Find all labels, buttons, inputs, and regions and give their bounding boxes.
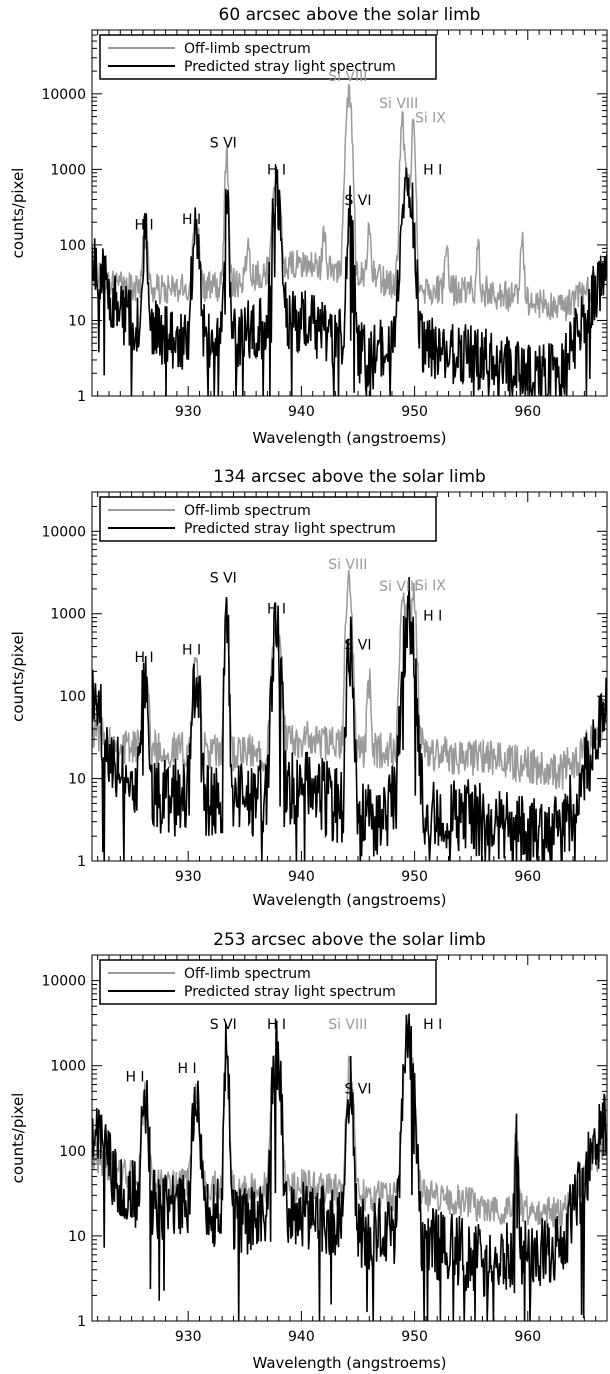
x-tick-label: 950 [401,1329,428,1345]
x-tick-label: 930 [175,404,202,420]
chart-title: 60 arcsec above the solar limb [219,5,481,25]
legend: Off-limb spectrum Predicted stray light s… [99,959,437,1005]
x-axis-label: Wavelength (angstroems) [252,429,446,447]
line-annotation: Si IX [415,578,446,594]
line-annotation: S VI [344,1082,371,1098]
x-tick-label: 950 [401,869,428,885]
chart-panel-2: 134 arcsec above the solar limb 930 940 950… [9,467,608,909]
legend-label: Predicted stray light spectrum [184,521,396,537]
y-tick-label: 1000 [50,607,86,623]
x-tick-label: 960 [514,869,541,885]
y-tick-label: 100 [59,689,86,705]
legend: Off-limb spectrum Predicted stray light s… [99,496,437,542]
legend: Off-limb spectrum Predicted stray light s… [99,34,437,80]
legend-label: Off-limb spectrum [184,503,311,519]
line-annotation: S VI [344,193,371,209]
line-annotation: H I [267,602,286,618]
line-annotation: H I [182,212,201,228]
legend-box [99,34,437,80]
line-annotation: Si VIII [328,1017,367,1033]
line-annotation: Si VIII [328,69,367,85]
y-tick-label: 10 [68,772,86,788]
y-tick-label: 1 [77,389,86,405]
line-annotation: Si VIII [328,557,367,573]
legend-box [99,496,437,542]
y-axis-label: counts/pixel [9,168,27,259]
y-tick-label: 10 [68,313,86,329]
line-annotation: H I [178,1061,197,1077]
x-tick-label: 930 [175,869,202,885]
y-tick-label: 10000 [41,87,86,103]
x-tick-label: 960 [514,1329,541,1345]
x-tick-label: 950 [401,404,428,420]
series-line-off-limb [92,84,607,322]
legend-label: Predicted stray light spectrum [184,59,396,75]
line-annotation: Si VIII [379,96,418,112]
x-axis-label: Wavelength (angstroems) [252,1354,446,1372]
line-annotation: H I [267,1017,286,1033]
x-tick-label: 940 [288,1329,315,1345]
plot-frame [91,29,608,397]
chart-panel-1: 60 arcsec above the solar limb 930 940 950 9… [9,5,608,447]
y-tick-label: 100 [59,1144,86,1160]
x-tick-label: 930 [175,1329,202,1345]
line-annotation: H I [423,1017,442,1033]
legend-label: Off-limb spectrum [184,966,311,982]
line-annotation: H I [125,1070,144,1086]
y-tick-label: 1 [77,854,86,870]
x-tick-label: 940 [288,869,315,885]
line-annotation: S VI [210,570,237,586]
y-tick-label: 10000 [41,974,86,990]
x-tick-label: 960 [514,404,541,420]
line-annotation: H I [423,608,442,624]
line-annotation: S VI [210,1017,237,1033]
line-annotation: H I [135,218,154,234]
legend-box [99,959,437,1005]
line-annotation: S VI [210,135,237,151]
line-annotation: H I [135,650,154,666]
line-annotation: Si VIII [379,579,418,595]
x-tick-label: 940 [288,404,315,420]
series-line-predicted-stray [92,576,607,861]
chart-title: 134 arcsec above the solar limb [213,467,486,487]
series-line-predicted-stray [92,1013,607,1321]
line-annotation: S VI [344,637,371,653]
line-annotation: H I [267,162,286,178]
y-tick-label: 1000 [50,162,86,178]
series-line-off-limb [92,569,607,790]
y-tick-label: 10000 [41,524,86,540]
y-axis-label: counts/pixel [9,1093,27,1184]
y-tick-label: 10 [68,1229,86,1245]
line-annotation: Si IX [415,111,446,127]
y-tick-label: 1000 [50,1059,86,1075]
x-axis-label: Wavelength (angstroems) [252,891,446,909]
plot-frame [91,954,608,1322]
y-tick-label: 100 [59,238,86,254]
plot-frame [91,491,608,862]
series-line-predicted-stray [92,166,607,396]
line-annotation: H I [423,163,442,179]
legend-label: Predicted stray light spectrum [184,984,396,1000]
legend-label: Off-limb spectrum [184,41,311,57]
y-tick-label: 1 [77,1314,86,1330]
chart-title: 253 arcsec above the solar limb [213,930,486,950]
y-axis-label: counts/pixel [9,631,27,722]
chart-panel-3: 253 arcsec above the solar limb 930 940 950… [9,930,608,1372]
line-annotation: H I [182,643,201,659]
